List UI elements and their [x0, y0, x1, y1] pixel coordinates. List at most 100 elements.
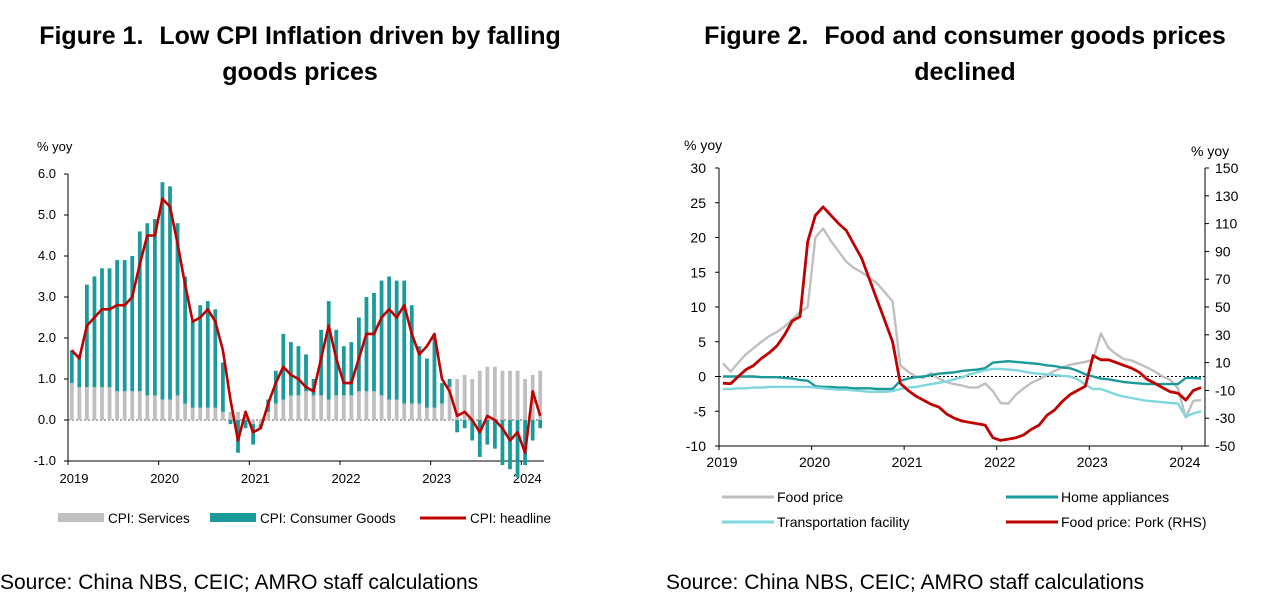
goods-bar: [251, 424, 255, 445]
y-tick-label-right: 10: [1215, 355, 1231, 371]
y-tick-label-left: 15: [690, 264, 706, 280]
legend-label: Food price: [777, 489, 843, 505]
x-tick-label: 2022: [984, 454, 1015, 470]
figure-1-chart: % yoy 6.0 5.0 4.0 3.0 2.0 1.0 0.0 -1.0 2019 2020 20…: [34, 139, 551, 526]
x-tick-label: 2019: [60, 471, 89, 486]
services-bar: [394, 399, 399, 420]
legend-label: Transportation facility: [777, 514, 910, 530]
x-tick-label: 2019: [706, 454, 737, 470]
goods-bar: [530, 420, 535, 441]
services-bar: [130, 391, 135, 420]
goods-bar: [455, 420, 459, 433]
figure-2-title: Figure 2. Food and consumer goods prices …: [660, 18, 1268, 90]
goods-bar: [538, 420, 543, 429]
x-tick-label: 2020: [150, 471, 179, 486]
goods-bar: [243, 420, 248, 429]
goods-bar: [402, 280, 407, 404]
goods-bar: [425, 358, 429, 408]
services-bar: [477, 370, 482, 420]
goods-bar: [160, 182, 165, 400]
figure-1-panel: Figure 1. Low CPI Inflation driven by fal…: [0, 0, 600, 608]
services-bar: [508, 370, 512, 420]
goods-bar: [447, 379, 452, 388]
legend-label: CPI: Services: [108, 511, 190, 526]
services-bar: [107, 387, 112, 420]
goods-bar: [508, 420, 512, 470]
services-bar: [311, 395, 316, 420]
services-bar: [341, 395, 346, 420]
services-bar: [205, 407, 210, 420]
goods-bar: [289, 342, 293, 396]
figure-2-title-text: Food and consumer goods prices declined: [824, 22, 1226, 86]
figure-2-number: Figure 2.: [704, 22, 809, 50]
y-tick-label: 1.0: [38, 371, 56, 386]
y-tick-label-right: 110: [1215, 216, 1238, 232]
goods-bar: [213, 309, 218, 408]
services-bar: [538, 370, 543, 420]
services-bar: [319, 395, 323, 420]
services-bar: [281, 399, 286, 420]
goods-bar: [273, 370, 278, 404]
goods-bar: [296, 346, 301, 396]
figure-2-chart: % yoy% yoy302520151050-5-101501301109070…: [684, 137, 1239, 530]
y-tick-label-left: -5: [694, 403, 707, 419]
services-bar: [100, 387, 104, 420]
figure-1-number: Figure 1.: [39, 22, 144, 50]
goods-bar: [440, 383, 444, 404]
services-bar: [251, 420, 255, 425]
food-price-line: [722, 227, 1202, 419]
services-bar: [258, 420, 263, 425]
y-tick-label: 0.0: [38, 412, 56, 427]
x-tick-label: 2020: [799, 454, 830, 470]
legend-label: CPI: headline: [470, 511, 551, 526]
services-bar: [213, 407, 218, 420]
y-tick-label-left: 30: [690, 160, 706, 176]
pork-price-line: [722, 205, 1202, 442]
x-tick-label: 2024: [513, 471, 542, 486]
services-bar: [425, 407, 429, 420]
goods-bar: [304, 354, 308, 392]
services-bar: [349, 395, 354, 420]
goods-bar: [470, 420, 475, 441]
y-tick-label: 5.0: [38, 207, 56, 222]
y-tick-label: 4.0: [38, 248, 56, 263]
services-bar: [266, 411, 271, 420]
services-bar: [409, 403, 414, 420]
y-tick-label: -1.0: [34, 453, 56, 468]
services-bar: [69, 383, 74, 420]
goods-bar: [364, 297, 369, 392]
services-bar: [92, 387, 97, 420]
services-bar: [273, 403, 278, 420]
x-tick-label: 2022: [332, 471, 361, 486]
goods-bar: [190, 321, 195, 408]
goods-bar: [183, 276, 187, 404]
y-tick-label-left: 25: [690, 195, 706, 211]
y-tick-label-right: 70: [1215, 271, 1231, 287]
y-tick-label-left: 5: [698, 334, 706, 350]
goods-bar: [228, 420, 233, 425]
services-bar: [115, 391, 119, 420]
services-bar: [296, 395, 301, 420]
goods-bar: [77, 354, 82, 388]
services-bar: [160, 399, 165, 420]
figure-1-title: Figure 1. Low CPI Inflation driven by fal…: [0, 18, 600, 90]
legend-swatch: [210, 513, 256, 522]
y-tick-label-right: 50: [1215, 299, 1231, 315]
goods-bar: [394, 280, 399, 400]
goods-bar: [493, 420, 497, 449]
services-bar: [493, 366, 497, 420]
services-bar: [515, 370, 520, 420]
y-tick-label-right: -50: [1215, 438, 1235, 454]
y-tick-label-left: -10: [686, 438, 706, 454]
services-bar: [523, 379, 527, 420]
goods-bar: [153, 219, 157, 396]
services-bar: [85, 387, 89, 420]
figure-2-panel: Figure 2. Food and consumer goods prices …: [640, 0, 1268, 608]
services-bar: [190, 407, 195, 420]
services-bar: [175, 395, 180, 420]
goods-bar: [85, 284, 89, 388]
x-tick-label: 2021: [241, 471, 270, 486]
goods-bar: [326, 301, 331, 400]
services-bar: [387, 399, 391, 420]
goods-bar: [92, 276, 97, 388]
